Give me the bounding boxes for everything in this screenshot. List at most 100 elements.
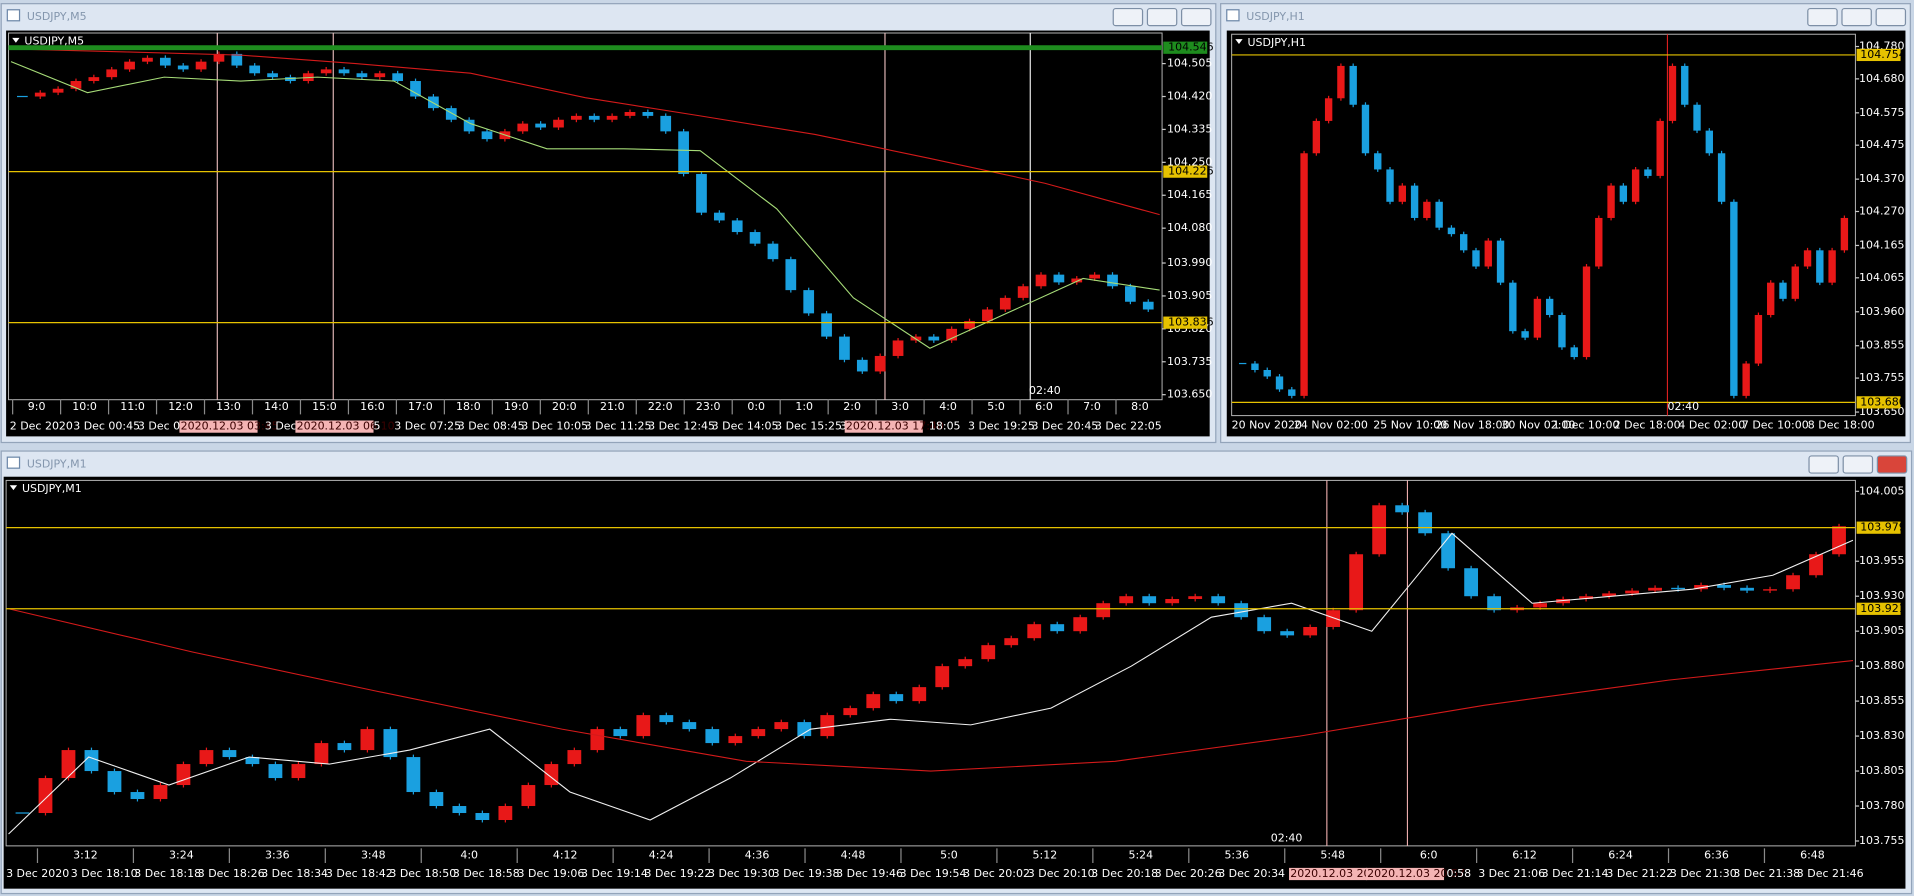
price-level-label: 104.226 xyxy=(1168,165,1213,178)
price-level-label: 104.546 xyxy=(1168,41,1213,54)
time-major-label: 6:48 xyxy=(1800,849,1825,862)
candle xyxy=(1234,603,1249,618)
candle xyxy=(1570,347,1578,358)
candle xyxy=(982,309,993,322)
time-minor-label: 24 Nov 02:00 xyxy=(1294,418,1368,431)
candle xyxy=(1280,631,1295,636)
y-tick-label: 103.955 xyxy=(1859,554,1904,567)
candle xyxy=(1472,250,1480,267)
y-tick-label: 103.830 xyxy=(1859,729,1904,742)
y-tick-label: 103.960 xyxy=(1859,305,1904,318)
time-minor-label: 3 Dec 10:05 xyxy=(521,420,588,433)
candle xyxy=(659,715,674,723)
time-minor-label: 2020.12.03 17:40 xyxy=(846,420,944,433)
candle xyxy=(660,115,672,132)
time-minor-label: 3 Dec 15:25 xyxy=(775,420,842,433)
candle xyxy=(1125,286,1136,302)
minimize-button[interactable] xyxy=(1808,455,1839,474)
candle xyxy=(889,694,904,702)
time-major-label: 6:12 xyxy=(1512,849,1537,862)
candle xyxy=(142,57,153,62)
time-minor-label: 3 Dec 12:45 xyxy=(648,420,715,433)
candle xyxy=(130,792,145,800)
candle xyxy=(1816,250,1824,283)
time-minor-label: 18:05 xyxy=(929,420,961,433)
close-button[interactable] xyxy=(1876,455,1908,474)
candle xyxy=(429,792,444,807)
minimize-button[interactable] xyxy=(1807,7,1838,27)
time-major-label: 4:36 xyxy=(745,849,770,862)
candle xyxy=(1533,603,1548,608)
time-major-label: 3:12 xyxy=(73,849,98,862)
candle xyxy=(935,666,950,688)
candle xyxy=(843,708,858,716)
candle xyxy=(1004,638,1019,646)
time-major-label: 5:0 xyxy=(940,849,958,862)
close-button[interactable] xyxy=(1875,7,1907,27)
time-major-label: 0:0 xyxy=(747,400,765,413)
price-level-tag xyxy=(1163,165,1208,178)
candle xyxy=(231,53,243,66)
time-minor-label: 3 Dec 21:46 xyxy=(1797,867,1864,880)
candle xyxy=(1251,363,1259,370)
time-major-label: 23:0 xyxy=(696,400,721,413)
time-minor-label: 3 Dec 19:30 xyxy=(708,867,775,880)
time-major-label: 7:0 xyxy=(1083,400,1101,413)
time-major-label: 5:36 xyxy=(1224,849,1249,862)
candle xyxy=(1779,282,1787,299)
window-title: USDJPY,H1 xyxy=(1246,10,1305,23)
time-major-label: 21:0 xyxy=(600,400,625,413)
time-minor-label: 3 Dec 19:54 xyxy=(900,867,967,880)
candle xyxy=(728,736,743,744)
candle xyxy=(678,131,689,174)
candle xyxy=(1324,98,1333,121)
candle xyxy=(613,729,628,737)
minimize-button[interactable] xyxy=(1112,7,1144,27)
candle xyxy=(52,88,64,93)
candle xyxy=(1742,363,1750,396)
time-minor-label: 30 Nov 02:00 xyxy=(1501,418,1575,431)
candle xyxy=(751,729,766,737)
candle xyxy=(1349,65,1357,105)
time-major-label: 20:0 xyxy=(552,400,577,413)
price-level-tag xyxy=(1856,602,1901,615)
time-highlight xyxy=(1289,867,1368,881)
candle xyxy=(498,806,513,821)
y-tick-label: 103.780 xyxy=(1859,799,1904,812)
price-level-tag xyxy=(1163,316,1208,329)
candle xyxy=(1374,153,1382,170)
candle xyxy=(866,694,881,709)
time-major-label: 4:0 xyxy=(939,400,957,413)
close-button[interactable] xyxy=(1180,7,1212,27)
restore-button[interactable] xyxy=(1841,7,1872,27)
time-minor-label: 4 Dec 02:00 xyxy=(1678,418,1745,431)
candle xyxy=(1694,585,1708,590)
time-minor-label: 3 Dec 19:22 xyxy=(645,867,712,880)
candle xyxy=(588,115,600,120)
time-highlight xyxy=(179,420,258,433)
time-minor-label: 8 Dec 18:00 xyxy=(1808,418,1875,431)
y-tick-label: 104.370 xyxy=(1859,172,1904,185)
time-minor-label: 26 Nov 18:00 xyxy=(1436,418,1510,431)
restore-button[interactable] xyxy=(1842,455,1874,474)
candle xyxy=(34,92,46,97)
candle xyxy=(337,743,352,751)
candle xyxy=(946,328,958,341)
time-major-label: 15:0 xyxy=(312,400,337,413)
time-minor-label: 3 Dec 19:06 xyxy=(518,867,585,880)
window-title: USDJPY,M5 xyxy=(27,10,87,23)
candle xyxy=(1263,369,1271,377)
candle xyxy=(731,220,743,233)
cursor-time: 02:40 xyxy=(1271,832,1303,845)
candle xyxy=(682,722,697,730)
time-major-label: 5:0 xyxy=(987,400,1005,413)
candle xyxy=(774,722,789,730)
candle xyxy=(856,359,868,372)
chart-area xyxy=(3,476,1906,889)
time-major-label: 4:12 xyxy=(553,849,578,862)
time-major-label: 6:36 xyxy=(1704,849,1729,862)
candle xyxy=(268,764,283,779)
restore-button[interactable] xyxy=(1146,7,1178,27)
y-tick-label: 104.165 xyxy=(1167,188,1212,201)
y-tick-label: 104.335 xyxy=(1167,122,1212,135)
